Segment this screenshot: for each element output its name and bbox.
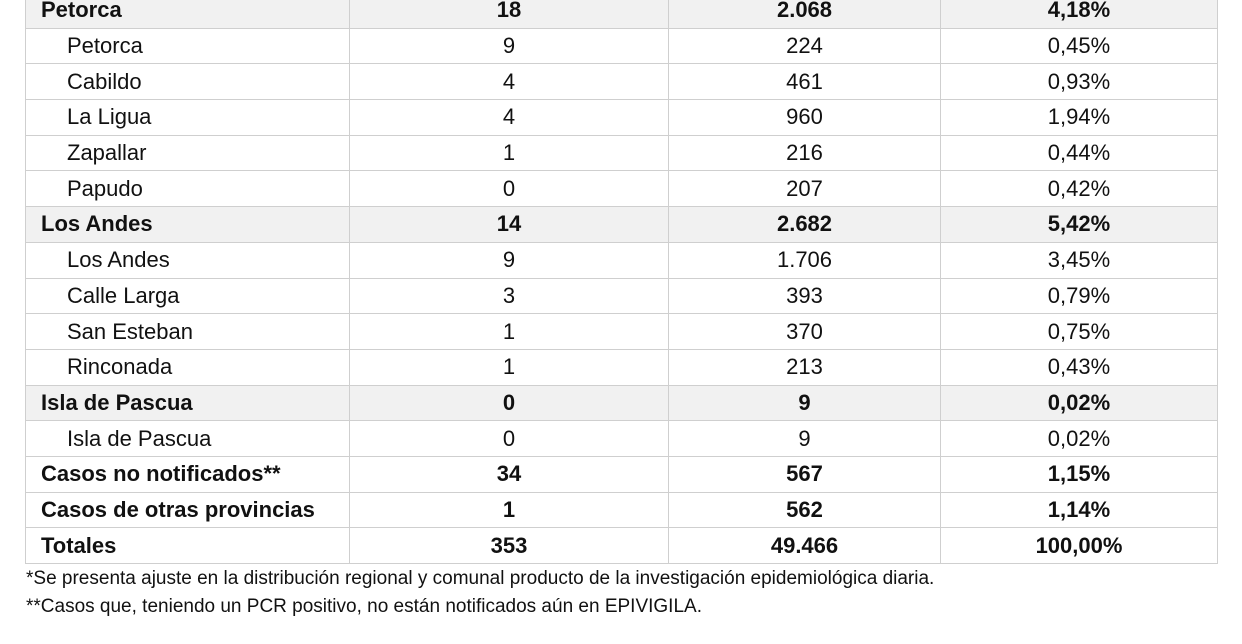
row-total-cell: 216 <box>668 134 941 172</box>
row-name-cell: Los Andes <box>25 206 350 243</box>
row-total-cell: 960 <box>668 99 941 136</box>
table-row-province: Isla de Pascua 0 9 0,02% <box>25 384 1218 422</box>
row-percent-cell: 0,43% <box>940 348 1218 386</box>
row-cases-cell: 3 <box>349 277 669 315</box>
row-name-cell: Los Andes <box>25 241 350 279</box>
row-total-cell: 562 <box>668 491 941 529</box>
table-row-summary: Casos no notificados** 34 567 1,15% <box>25 455 1218 493</box>
row-percent-cell: 0,42% <box>940 170 1218 208</box>
row-total-cell: 1.706 <box>668 241 941 279</box>
row-name-cell: Isla de Pascua <box>25 384 350 422</box>
footnote-unnotified: **Casos que, teniendo un PCR positivo, n… <box>26 596 702 617</box>
table-row-commune: Calle Larga 3 393 0,79% <box>25 277 1218 315</box>
table-row-commune: Petorca 9 224 0,45% <box>25 27 1218 65</box>
row-name-cell: Petorca <box>25 0 350 29</box>
row-cases-cell: 14 <box>349 206 669 243</box>
row-name-cell: Zapallar <box>25 134 350 172</box>
row-name-cell: Totales <box>25 527 350 564</box>
row-name-cell: Rinconada <box>25 348 350 386</box>
row-total-cell: 393 <box>668 277 941 315</box>
row-percent-cell: 100,00% <box>940 527 1218 564</box>
table-row-commune: La Ligua 4 960 1,94% <box>25 99 1218 136</box>
row-cases-cell: 1 <box>349 313 669 350</box>
row-cases-cell: 4 <box>349 99 669 136</box>
row-cases-cell: 1 <box>349 134 669 172</box>
row-percent-cell: 0,45% <box>940 27 1218 65</box>
row-percent-cell: 0,02% <box>940 384 1218 422</box>
row-name-cell: Cabildo <box>25 63 350 101</box>
row-name-cell: Petorca <box>25 27 350 65</box>
row-total-cell: 224 <box>668 27 941 65</box>
table-row-commune: San Esteban 1 370 0,75% <box>25 313 1218 350</box>
row-percent-cell: 3,45% <box>940 241 1218 279</box>
row-percent-cell: 0,75% <box>940 313 1218 350</box>
table-row-commune: Rinconada 1 213 0,43% <box>25 348 1218 386</box>
row-name-cell: La Ligua <box>25 99 350 136</box>
table-row-province: Petorca 18 2.068 4,18% <box>25 0 1218 29</box>
row-percent-cell: 4,18% <box>940 0 1218 29</box>
row-cases-cell: 9 <box>349 241 669 279</box>
table-row-commune: Cabildo 4 461 0,93% <box>25 63 1218 101</box>
row-percent-cell: 1,15% <box>940 455 1218 493</box>
row-total-cell: 9 <box>668 384 941 422</box>
row-cases-cell: 18 <box>349 0 669 29</box>
row-cases-cell: 1 <box>349 348 669 386</box>
row-total-cell: 213 <box>668 348 941 386</box>
row-total-cell: 567 <box>668 455 941 493</box>
row-name-cell: Papudo <box>25 170 350 208</box>
cases-table-body: Petorca 18 2.068 4,18% Petorca 9 224 0,45% Cabil… <box>25 0 1218 564</box>
row-cases-cell: 0 <box>349 420 669 457</box>
row-percent-cell: 5,42% <box>940 206 1218 243</box>
row-name-cell: Casos de otras provincias <box>25 491 350 529</box>
table-row-commune: Los Andes 9 1.706 3,45% <box>25 241 1218 279</box>
row-total-cell: 2.682 <box>668 206 941 243</box>
row-cases-cell: 9 <box>349 27 669 65</box>
row-cases-cell: 34 <box>349 455 669 493</box>
cases-table: Petorca 18 2.068 4,18% Petorca 9 224 0,45% Cabil… <box>25 0 1218 564</box>
row-total-cell: 370 <box>668 313 941 350</box>
table-row-commune: Zapallar 1 216 0,44% <box>25 134 1218 172</box>
row-percent-cell: 0,44% <box>940 134 1218 172</box>
row-name-cell: Casos no notificados** <box>25 455 350 493</box>
row-percent-cell: 0,02% <box>940 420 1218 457</box>
table-row-commune: Isla de Pascua 0 9 0,02% <box>25 420 1218 457</box>
row-total-cell: 9 <box>668 420 941 457</box>
row-total-cell: 461 <box>668 63 941 101</box>
row-total-cell: 2.068 <box>668 0 941 29</box>
row-percent-cell: 0,79% <box>940 277 1218 315</box>
row-name-cell: Calle Larga <box>25 277 350 315</box>
row-percent-cell: 1,14% <box>940 491 1218 529</box>
row-name-cell: San Esteban <box>25 313 350 350</box>
row-percent-cell: 1,94% <box>940 99 1218 136</box>
table-row-province: Los Andes 14 2.682 5,42% <box>25 206 1218 243</box>
row-cases-cell: 0 <box>349 170 669 208</box>
table-row-summary: Totales 353 49.466 100,00% <box>25 527 1218 564</box>
row-cases-cell: 0 <box>349 384 669 422</box>
footnote-adjustment: *Se presenta ajuste en la distribución r… <box>26 568 935 589</box>
row-cases-cell: 1 <box>349 491 669 529</box>
table-row-summary: Casos de otras provincias 1 562 1,14% <box>25 491 1218 529</box>
row-cases-cell: 353 <box>349 527 669 564</box>
table-row-commune: Papudo 0 207 0,42% <box>25 170 1218 208</box>
row-total-cell: 207 <box>668 170 941 208</box>
row-total-cell: 49.466 <box>668 527 941 564</box>
row-cases-cell: 4 <box>349 63 669 101</box>
row-percent-cell: 0,93% <box>940 63 1218 101</box>
row-name-cell: Isla de Pascua <box>25 420 350 457</box>
